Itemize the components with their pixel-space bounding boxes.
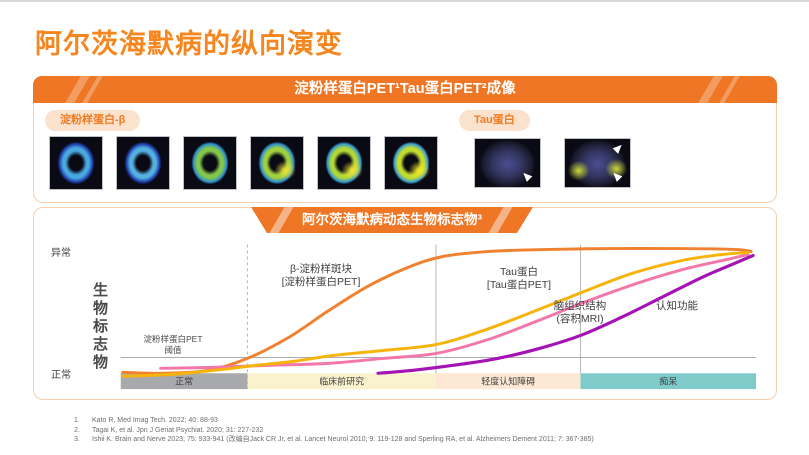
amyloid-pet-scan-4 (250, 136, 304, 190)
curve-label-beta-amyloid-plaque: β-淀粉样斑块 [淀粉样蛋白PET] (281, 263, 361, 289)
curve-label-brain-structure-mri: 脑组织结构 (容积MRI) (553, 300, 607, 326)
imaging-panel-header: 淀粉样蛋白PET¹Tau蛋白PET²成像 (33, 76, 777, 103)
biomarker-chart: 正常 临床前研究 轻度认知障碍 痴呆 异常 正常 生物标志物 淀粉样蛋白PET 阈值 … (34, 208, 776, 399)
reference-text: Kato R, Med Imag Tech. 2022; 40: 88-93 (92, 417, 218, 424)
stage-band-2 (247, 373, 436, 390)
slide-title: 阿尔茨海默病的纵向演变 (35, 29, 343, 59)
y-axis-title: 生物标志物 (91, 282, 108, 372)
tau-protein-badge: Tau蛋白 (459, 110, 530, 131)
curve-label-tau-protein: Tau蛋白 [Tau蛋白PET] (486, 266, 552, 292)
stage-band-4 (580, 373, 757, 390)
reference-number: 3. (74, 436, 80, 443)
reference-item: 3. Ishii K. Brain and Nerve 2023; 75: 93… (74, 435, 594, 445)
stage-band-label-1: 正常 (175, 376, 193, 387)
reference-item: 1. Kato R, Med Imag Tech. 2022; 40: 88-9… (74, 416, 594, 426)
amyloid-pet-scan-6 (384, 136, 438, 190)
reference-item: 2. Tagai K, et al. Jpn J Geriat Psychiat… (74, 426, 594, 436)
amyloid-pet-threshold-label: 淀粉样蛋白PET 阈值 (143, 334, 202, 356)
reference-text: Tagai K, et al. Jpn J Geriat Psychiat. 2… (92, 426, 264, 434)
amyloid-scan-row (49, 136, 438, 190)
arrow-icon (520, 170, 532, 182)
curve-tau-protein (121, 251, 750, 378)
amyloid-pet-scan-3 (183, 136, 237, 190)
stage-band-label-4: 痴呆 (659, 376, 677, 387)
amyloid-beta-badge: 淀粉样蛋白-β (45, 110, 141, 131)
stage-band-label-3: 轻度认知障碍 (481, 376, 535, 387)
threshold-label-line2: 阈值 (164, 345, 182, 356)
references: 1. Kato R, Med Imag Tech. 2022; 40: 88-9… (74, 416, 594, 445)
reference-text: Ishii K. Brain and Nerve 2023; 75: 933-9… (92, 436, 594, 443)
stage-band-1 (120, 373, 248, 390)
arrow-icon (610, 170, 622, 182)
stage-band-3 (435, 373, 581, 390)
arrow-icon (612, 142, 624, 154)
chart-panel-banner: 阿尔茨海默病动态生物标志物³ (251, 207, 533, 233)
imaging-panel: 淀粉样蛋白PET¹Tau蛋白PET²成像 淀粉样蛋白-β Tau蛋白 (33, 76, 777, 203)
stage-band-label-2: 临床前研究 (319, 376, 364, 387)
reference-number: 1. (74, 417, 80, 424)
top-accent-strip (0, 0, 809, 2)
amyloid-pet-scan-1 (49, 136, 103, 190)
biomarker-chart-svg: 正常 临床前研究 轻度认知障碍 痴呆 (120, 244, 757, 390)
threshold-label-line1: 淀粉样蛋白PET (143, 334, 203, 344)
y-axis-abnormal-label: 异常 (51, 248, 71, 259)
amyloid-pet-scan-2 (116, 136, 170, 190)
amyloid-pet-scan-5 (317, 136, 371, 190)
y-axis-normal-label: 正常 (51, 370, 71, 381)
imaging-panel-title: 淀粉样蛋白PET¹Tau蛋白PET²成像 (294, 81, 516, 97)
curve-label-cognitive-function: 认知功能 (656, 300, 698, 312)
reference-number: 2. (74, 426, 80, 434)
chart-panel: 阿尔茨海默病动态生物标志物³ 正常 临床前研究 轻度认知障碍 痴呆 异常 正常 生物标… (33, 207, 777, 400)
chart-panel-title: 阿尔茨海默病动态生物标志物³ (302, 212, 482, 227)
curve-cognitive-function (376, 253, 755, 375)
tau-pet-scan-2 (564, 138, 631, 188)
tau-pet-scan-1 (474, 138, 541, 188)
